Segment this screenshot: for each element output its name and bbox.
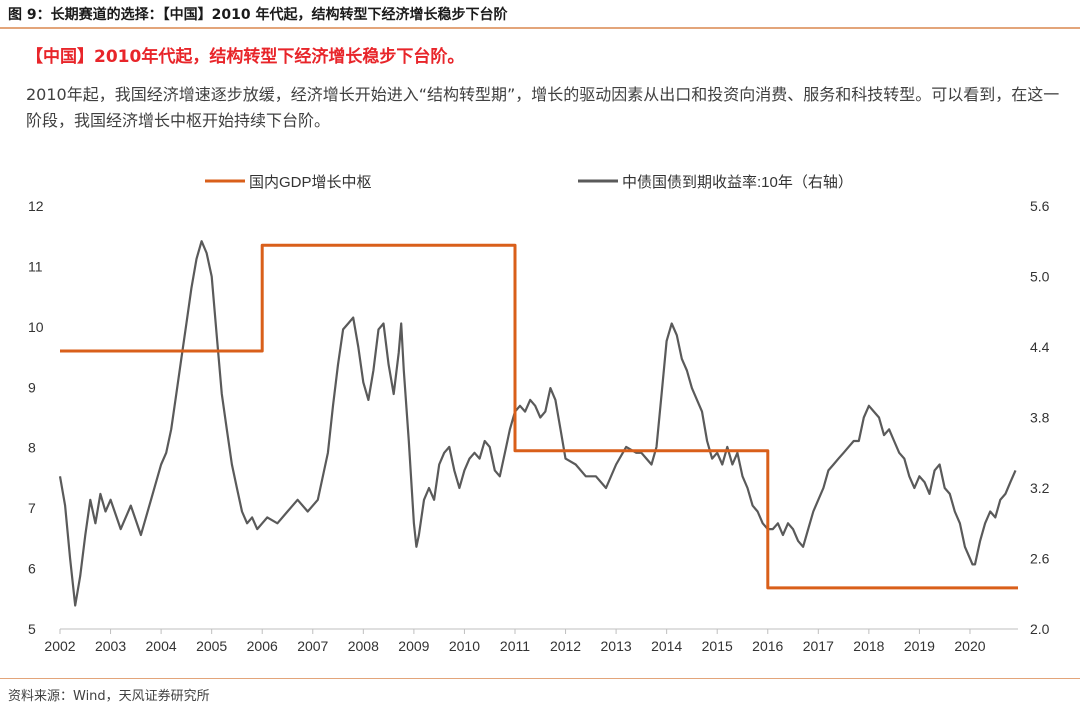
right-tick-label: 5.6 (1030, 198, 1050, 214)
headline: 【中国】2010年代起，结构转型下经济增长稳步下台阶。 (26, 47, 465, 67)
left-tick-label: 6 (28, 561, 36, 577)
gdp-step-line (60, 243, 1018, 590)
bottom-divider (0, 678, 1080, 679)
x-tick-label: 2015 (702, 638, 733, 654)
legend-bond-label: 中债国债到期收益率:10年（右轴） (622, 174, 853, 191)
x-tick-label: 2009 (398, 638, 429, 654)
left-tick-label: 9 (28, 379, 36, 395)
x-tick-label: 2012 (550, 638, 581, 654)
x-tick-label: 2019 (904, 638, 935, 654)
chart: 国内GDP增长中枢 中债国债到期收益率:10年（右轴） 12 11 10 9 8 7 6 5 5… (28, 174, 1050, 654)
x-tick-label: 2018 (853, 638, 884, 654)
x-tick-label: 2003 (95, 638, 126, 654)
x-tick-label: 2020 (954, 638, 985, 654)
left-tick-label: 5 (28, 621, 36, 637)
x-tick-label: 2014 (651, 638, 682, 654)
left-tick-label: 7 (28, 500, 36, 516)
bond-yield-line (58, 240, 1017, 607)
x-tick-label: 2002 (44, 638, 75, 654)
right-axis-ticks: 5.6 5.0 4.4 3.8 3.2 2.6 2.0 (1030, 198, 1050, 637)
right-tick-label: 4.4 (1030, 339, 1050, 355)
series-layer (58, 240, 1018, 607)
x-tick-label: 2007 (297, 638, 328, 654)
top-divider (0, 27, 1080, 29)
left-tick-label: 8 (28, 440, 36, 456)
body-paragraph: 2010年起，我国经济增速逐步放缓，经济增长开始进入“结构转型期”，增长的驱动因… (26, 85, 1060, 130)
x-tick-label: 2006 (247, 638, 278, 654)
x-tick-label: 2017 (803, 638, 834, 654)
left-axis-ticks: 12 11 10 9 8 7 6 5 (28, 198, 44, 637)
source-note: 资料来源：Wind，天风证券研究所 (8, 689, 210, 704)
left-tick-label: 12 (28, 198, 44, 214)
right-tick-label: 5.0 (1030, 269, 1050, 285)
x-tick-label: 2010 (449, 638, 480, 654)
right-tick-label: 2.6 (1030, 551, 1050, 567)
x-tick-label: 2011 (500, 638, 530, 654)
x-axis: 2002 2003 2004 2005 2006 2007 2008 2009 2010 2011… (44, 628, 1018, 654)
legend-gdp-label: 国内GDP增长中枢 (249, 174, 372, 191)
chart-legend: 国内GDP增长中枢 中债国债到期收益率:10年（右轴） (205, 174, 853, 191)
figure-title: 图 9：长期赛道的选择：【中国】2010 年代起，结构转型下经济增长稳步下台阶 (8, 7, 508, 23)
x-tick-label: 2004 (146, 638, 177, 654)
left-tick-label: 11 (28, 258, 43, 274)
right-tick-label: 3.2 (1030, 480, 1050, 496)
x-tick-label: 2005 (196, 638, 227, 654)
left-tick-label: 10 (28, 319, 44, 335)
x-tick-label: 2013 (601, 638, 632, 654)
x-tick-label: 2008 (348, 638, 379, 654)
x-tick-label: 2016 (752, 638, 783, 654)
right-tick-label: 2.0 (1030, 621, 1050, 637)
right-tick-label: 3.8 (1030, 410, 1050, 426)
